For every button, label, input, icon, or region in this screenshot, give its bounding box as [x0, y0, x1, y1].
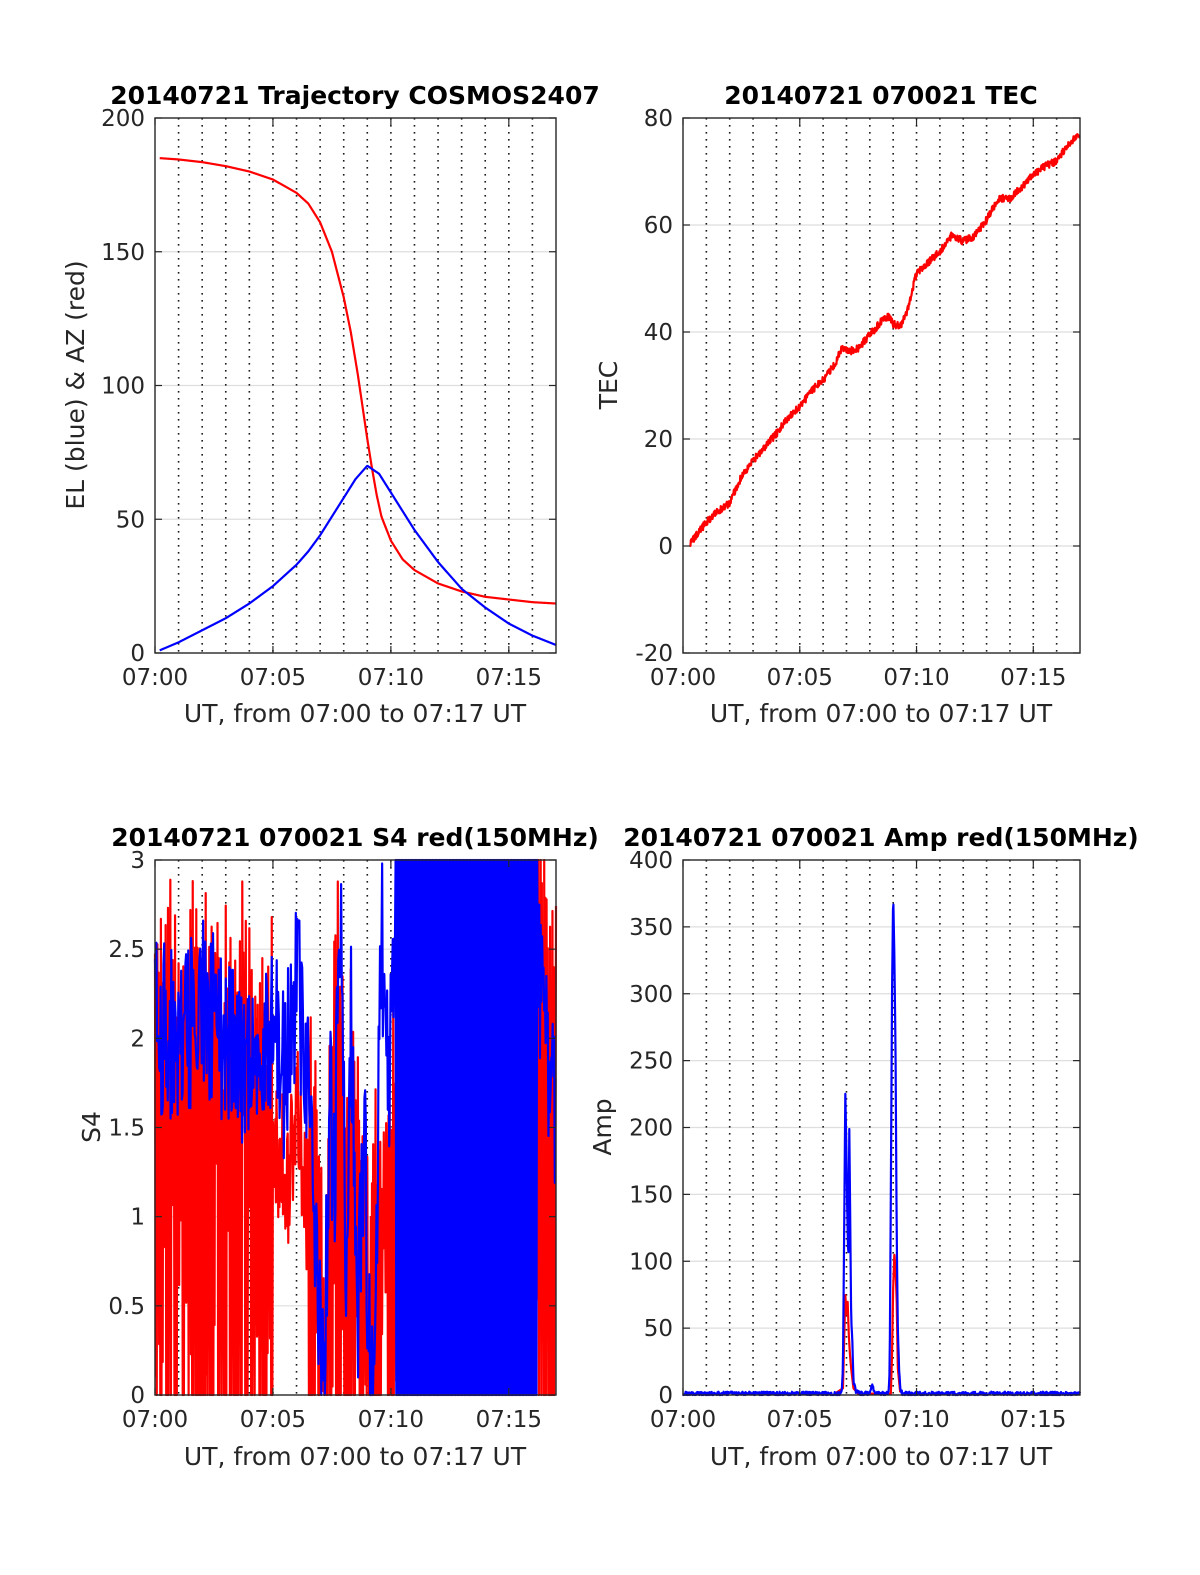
panel-title: 20140721 Trajectory COSMOS2407 — [110, 81, 600, 110]
panel-amp: 20140721 070021 Amp red(150MHz) 07:00 07:… — [588, 823, 1139, 1471]
x-tick-label: 07:15 — [1000, 1407, 1066, 1433]
y-axis-label: EL (blue) & AZ (red) — [61, 260, 90, 509]
y-tick-label: 50 — [644, 1316, 673, 1342]
panel-tec: 20140721 070021 TEC 07:00 07:05 07:10 07:15… — [594, 81, 1081, 728]
x-tick-label: 07:00 — [122, 1407, 188, 1433]
series-line — [159, 464, 557, 652]
x-tick-label: 07:10 — [358, 1407, 424, 1433]
y-tick-label: 0 — [658, 534, 673, 560]
y-tick-label: 350 — [629, 915, 673, 941]
series-line — [689, 133, 1081, 547]
y-axis-label: S4 — [77, 1111, 106, 1143]
series-line — [682, 903, 1082, 1397]
y-tick-label: 200 — [101, 106, 145, 132]
series-layer — [682, 903, 1082, 1397]
x-tick-label: 07:10 — [358, 665, 424, 691]
ticks: 07:00 07:05 07:10 07:15 0 50 100 150 200 250 300 35… — [629, 848, 1080, 1433]
panel-title: 20140721 070021 TEC — [724, 81, 1037, 110]
y-tick-label: 0 — [658, 1383, 673, 1409]
y-axis-label: Amp — [588, 1098, 617, 1155]
series-line — [159, 157, 557, 605]
y-tick-label: -20 — [635, 641, 673, 667]
y-tick-label: 0 — [130, 1383, 145, 1409]
y-tick-label: 80 — [644, 106, 673, 132]
y-tick-label: 2.5 — [108, 937, 145, 963]
y-tick-label: 50 — [116, 507, 145, 533]
y-tick-label: 2 — [130, 1026, 145, 1052]
y-tick-label: 200 — [629, 1116, 673, 1142]
x-tick-label: 07:00 — [122, 665, 188, 691]
y-tick-label: 400 — [629, 848, 673, 874]
panel-s4: 20140721 070021 S4 red(150MHz) 07:00 07:0… — [77, 823, 599, 1471]
x-tick-label: 07:05 — [240, 1407, 306, 1433]
y-tick-label: 150 — [101, 240, 145, 266]
x-tick-label: 07:05 — [767, 665, 833, 691]
grid — [683, 860, 1080, 1395]
x-tick-label: 07:00 — [650, 1407, 716, 1433]
y-tick-label: 3 — [130, 848, 145, 874]
y-tick-label: 0 — [130, 641, 145, 667]
panel-trajectory: 20140721 Trajectory COSMOS2407 07:00 07:0… — [61, 81, 600, 728]
x-tick-label: 07:05 — [240, 665, 306, 691]
y-tick-label: 300 — [629, 982, 673, 1008]
x-axis-label: UT, from 07:00 to 07:17 UT — [710, 699, 1053, 728]
x-tick-label: 07:15 — [476, 665, 542, 691]
panel-title: 20140721 070021 Amp red(150MHz) — [623, 823, 1139, 852]
axes-frame — [682, 117, 1081, 654]
grid — [155, 118, 556, 653]
x-axis-label: UT, from 07:00 to 07:17 UT — [184, 699, 527, 728]
x-axis-label: UT, from 07:00 to 07:17 UT — [710, 1442, 1053, 1471]
y-tick-label: 60 — [644, 213, 673, 239]
ticks: 07:00 07:05 07:10 07:15 0 0.5 1 1.5 2 2.5 3 — [108, 848, 556, 1433]
y-tick-label: 1.5 — [108, 1116, 145, 1142]
x-tick-label: 07:00 — [650, 665, 716, 691]
x-tick-label: 07:10 — [883, 1407, 949, 1433]
series-layer — [153, 858, 558, 1397]
x-tick-label: 07:05 — [767, 1407, 833, 1433]
ticks: 07:00 07:05 07:10 07:15 0 50 100 150 200 — [101, 106, 556, 691]
x-tick-label: 07:10 — [883, 665, 949, 691]
y-tick-label: 40 — [644, 320, 673, 346]
y-tick-label: 150 — [629, 1182, 673, 1208]
y-axis-label: TEC — [594, 361, 623, 411]
y-tick-label: 250 — [629, 1049, 673, 1075]
series-layer — [689, 133, 1081, 547]
y-tick-label: 1 — [130, 1205, 145, 1231]
panel-title: 20140721 070021 S4 red(150MHz) — [111, 823, 599, 852]
y-tick-label: 100 — [101, 374, 145, 400]
x-tick-label: 07:15 — [1000, 665, 1066, 691]
x-axis-label: UT, from 07:00 to 07:17 UT — [184, 1442, 527, 1471]
x-tick-label: 07:15 — [476, 1407, 542, 1433]
grid — [683, 118, 1080, 653]
series-line — [153, 858, 557, 1397]
y-tick-label: 100 — [629, 1249, 673, 1275]
ticks: 07:00 07:05 07:10 07:15 -20 0 20 40 60 80 — [635, 106, 1080, 691]
y-tick-label: 20 — [644, 427, 673, 453]
y-tick-label: 0.5 — [108, 1294, 145, 1320]
series-layer — [159, 157, 557, 652]
